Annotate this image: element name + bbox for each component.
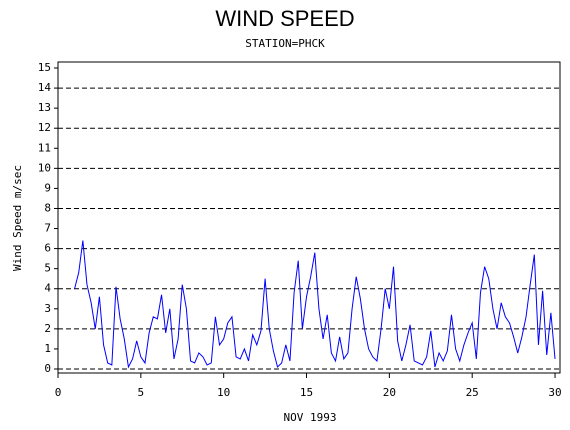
x-tick-label: 0 xyxy=(55,386,62,399)
y-tick-label: 13 xyxy=(38,101,51,114)
y-tick-label: 2 xyxy=(44,322,51,335)
y-tick-label: 8 xyxy=(44,201,51,214)
y-tick-label: 6 xyxy=(44,242,51,255)
y-tick-label: 9 xyxy=(44,181,51,194)
y-tick-label: 3 xyxy=(44,302,51,315)
y-axis-label: Wind Speed m/sec xyxy=(11,165,24,271)
y-tick-label: 0 xyxy=(44,362,51,375)
y-tick-label: 5 xyxy=(44,262,51,275)
x-tick-label: 30 xyxy=(548,386,561,399)
x-tick-label: 25 xyxy=(466,386,479,399)
chart-subtitle: STATION=PHCK xyxy=(245,37,325,50)
x-tick-label: 10 xyxy=(217,386,230,399)
plot-frame xyxy=(57,61,561,374)
x-axis-label: NOV 1993 xyxy=(284,411,337,424)
x-tick-label: 5 xyxy=(138,386,145,399)
y-tick-label: 15 xyxy=(38,61,51,74)
y-tick-label: 1 xyxy=(44,342,51,355)
y-tick-label: 7 xyxy=(44,222,51,235)
x-tick-label: 20 xyxy=(383,386,396,399)
y-tick-label: 4 xyxy=(44,282,51,295)
x-tick-label: 15 xyxy=(300,386,313,399)
y-tick-label: 10 xyxy=(38,161,51,174)
y-tick-label: 12 xyxy=(38,121,51,134)
y-tick-label: 11 xyxy=(38,141,51,154)
chart-title: WIND SPEED xyxy=(215,6,354,31)
y-tick-label: 14 xyxy=(38,81,52,94)
data-line xyxy=(74,240,556,369)
